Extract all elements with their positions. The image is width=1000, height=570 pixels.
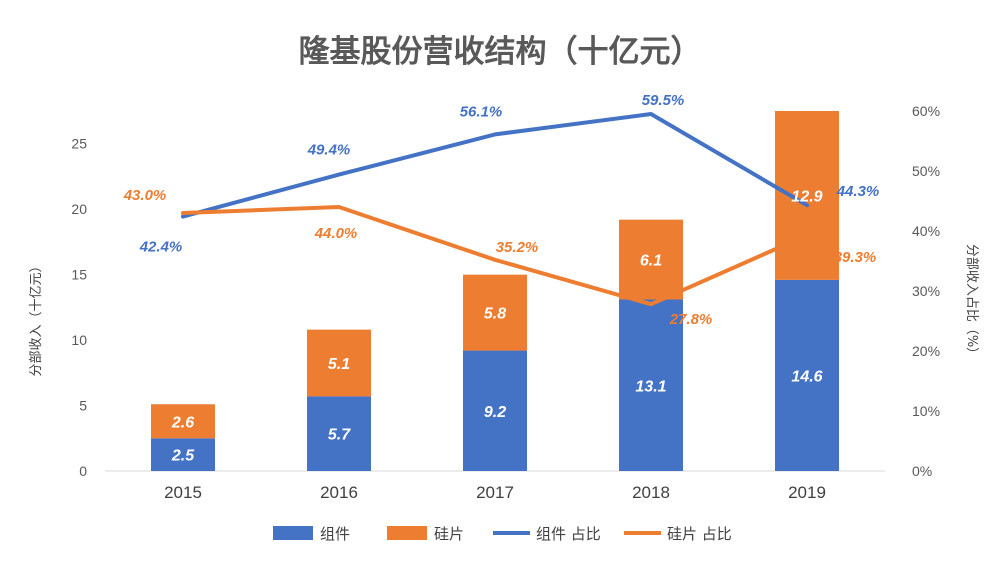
y2-tick-label: 20% xyxy=(912,343,940,359)
x-tick-label: 2018 xyxy=(632,483,670,502)
line-label-wafers-share: 43.0% xyxy=(123,187,167,204)
legend-swatch-wafers xyxy=(387,526,427,540)
legend-swatch-modules xyxy=(273,526,313,540)
legend: 组件 硅片 组件 占比 硅片 占比 xyxy=(273,525,732,543)
bar-modules xyxy=(775,279,839,471)
x-tick-label: 2017 xyxy=(476,483,514,502)
y2-tick-label: 40% xyxy=(912,223,940,239)
y-tick-label: 5 xyxy=(79,398,87,414)
bar-wafers xyxy=(775,111,839,280)
line-label-modules-share: 42.4% xyxy=(139,239,183,256)
y-tick-label: 10 xyxy=(71,332,87,348)
y-tick-label: 0 xyxy=(79,463,87,479)
y2-tick-label: 50% xyxy=(912,163,940,179)
y-axis-right: 0% 10% 20% 30% 40% 50% 60% xyxy=(912,103,940,479)
bar-modules xyxy=(307,396,371,471)
line-label-modules-share: 59.5% xyxy=(642,92,685,109)
bar-label-wafers: 5.8 xyxy=(484,306,506,323)
bars xyxy=(151,111,839,471)
bar-modules xyxy=(151,438,215,471)
y-axis-label: 分部收入（十亿元） xyxy=(29,259,44,376)
bar-label-modules: 13.1 xyxy=(635,378,666,395)
y2-tick-label: 10% xyxy=(912,403,940,419)
line-wafers-share xyxy=(181,205,809,307)
bar-label-modules: 5.7 xyxy=(328,427,351,444)
bar-wafers xyxy=(151,404,215,439)
x-tick-label: 2019 xyxy=(788,483,826,502)
bar-wafers xyxy=(307,329,371,397)
bar-label-wafers: 5.1 xyxy=(328,356,350,373)
bar-label-modules: 9.2 xyxy=(484,404,506,421)
bar-modules xyxy=(463,350,527,471)
bar-label-modules: 14.6 xyxy=(791,368,822,385)
y-tick-label: 20 xyxy=(71,201,87,217)
legend-label-wafers-share: 硅片 占比 xyxy=(667,525,732,543)
data-labels: 2.5 2.6 5.7 5.1 9.2 5.8 13.1 6.1 14.6 12.9 42.4% 49… xyxy=(123,92,880,465)
bar-label-wafers: 12.9 xyxy=(791,188,822,205)
x-axis: 2015 2016 2017 2018 2019 xyxy=(164,483,826,502)
line-label-wafers-share: 35.2% xyxy=(496,239,539,256)
line-label-wafers-share: 27.8% xyxy=(669,311,713,328)
line-modules-share xyxy=(181,112,809,219)
bar-label-wafers: 2.6 xyxy=(171,414,194,431)
x-tick-label: 2015 xyxy=(164,483,202,502)
line-label-modules-share: 56.1% xyxy=(460,103,503,120)
bar-wafers xyxy=(619,219,683,300)
y2-tick-label: 0% xyxy=(912,463,932,479)
y2-tick-label: 30% xyxy=(912,283,940,299)
bar-label-wafers: 6.1 xyxy=(640,253,662,270)
lines xyxy=(181,112,809,307)
chart-title: 隆基股份营收结构（十亿元） xyxy=(299,34,702,70)
y2-axis-label: 分部收入占比（%） xyxy=(964,244,979,360)
bar-label-modules: 2.5 xyxy=(171,448,195,465)
line-label-modules-share: 49.4% xyxy=(307,142,351,159)
line-label-modules-share: 44.3% xyxy=(836,183,880,200)
legend-label-wafers: 硅片 xyxy=(434,525,464,543)
line-label-wafers-share: 39.3% xyxy=(834,249,877,266)
y-tick-label: 15 xyxy=(71,267,87,283)
legend-label-modules: 组件 xyxy=(320,525,350,543)
x-tick-label: 2016 xyxy=(320,483,358,502)
line-label-wafers-share: 44.0% xyxy=(314,225,358,242)
y-tick-label: 25 xyxy=(71,136,87,152)
bar-modules xyxy=(619,299,683,471)
bar-wafers xyxy=(463,274,527,351)
legend-label-modules-share: 组件 占比 xyxy=(536,525,601,543)
y2-tick-label: 60% xyxy=(912,103,940,119)
